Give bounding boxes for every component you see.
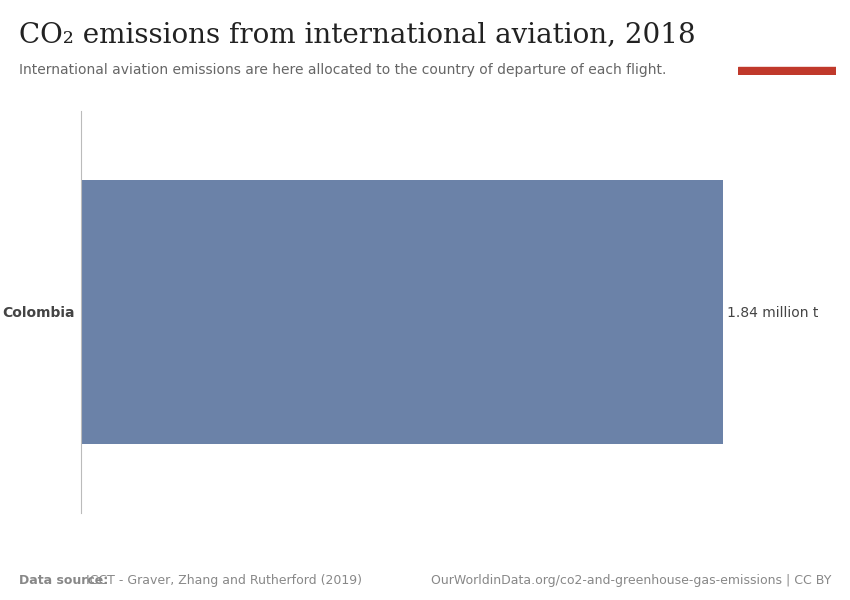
Text: ICCT - Graver, Zhang and Rutherford (2019): ICCT - Graver, Zhang and Rutherford (201… <box>82 574 361 587</box>
Bar <box>738 67 836 75</box>
Text: Our World: Our World <box>755 25 819 35</box>
Text: Data source:: Data source: <box>19 574 108 587</box>
Text: OurWorldinData.org/co2-and-greenhouse-gas-emissions | CC BY: OurWorldinData.org/co2-and-greenhouse-ga… <box>431 574 831 587</box>
Text: 1.84 million t: 1.84 million t <box>727 306 818 320</box>
Text: CO₂ emissions from international aviation, 2018: CO₂ emissions from international aviatio… <box>19 21 695 48</box>
Text: in Data: in Data <box>764 46 809 55</box>
Text: Colombia: Colombia <box>3 306 75 320</box>
Text: International aviation emissions are here allocated to the country of departure : International aviation emissions are her… <box>19 63 666 77</box>
Bar <box>81 181 722 443</box>
